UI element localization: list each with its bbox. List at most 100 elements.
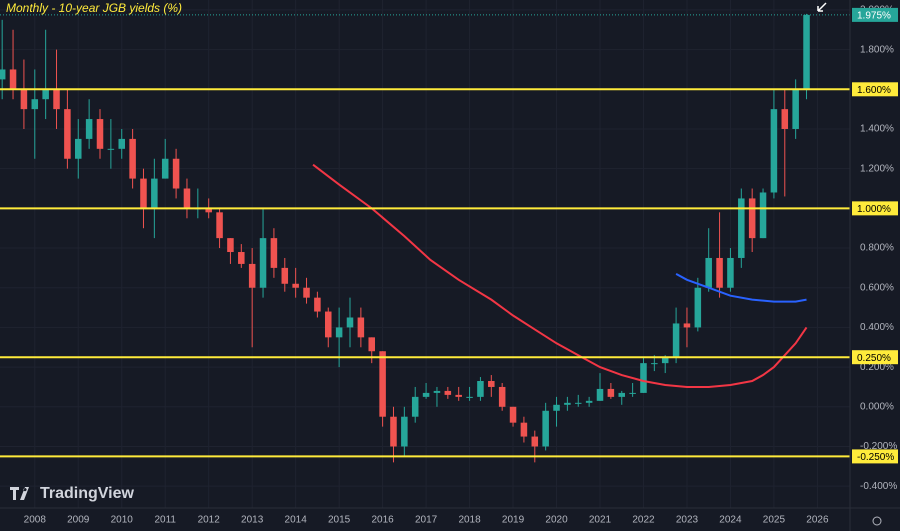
candle-body	[227, 238, 234, 253]
candle-body	[357, 317, 365, 338]
x-tick-label: 2013	[241, 515, 264, 526]
level-label: -0.250%	[857, 452, 894, 463]
candle-body	[629, 392, 636, 394]
x-tick-label: 2019	[502, 515, 525, 526]
candle-body	[672, 323, 680, 358]
level-label-box	[852, 82, 898, 97]
candle-body	[151, 178, 158, 209]
candle-body	[205, 208, 212, 213]
candle-body	[716, 257, 723, 288]
x-tick-label: 2012	[198, 515, 221, 526]
x-tick-label: 2009	[67, 515, 90, 526]
candle-body	[172, 158, 180, 189]
candle-body	[770, 109, 778, 193]
y-tick-label: 0.000%	[860, 401, 894, 412]
x-tick-label: 2014	[285, 515, 308, 526]
candle-body	[422, 392, 430, 397]
candle-body	[466, 396, 473, 398]
candle-body	[292, 283, 299, 288]
y-tick-label: 1.800%	[860, 44, 894, 55]
y-tick-label: 0.600%	[860, 282, 894, 293]
settings-icon[interactable]	[872, 516, 882, 526]
candle-body	[683, 323, 691, 328]
candle-body	[694, 287, 702, 328]
chart-title: Monthly - 10-year JGB yields (%)	[6, 1, 182, 15]
level-label: 1.600%	[857, 85, 891, 96]
candle-body	[477, 381, 484, 397]
candle-body	[96, 119, 104, 149]
x-tick-label: 2018	[458, 515, 481, 526]
candle-body	[433, 390, 441, 393]
candle-body	[303, 287, 310, 298]
candle-body	[705, 257, 712, 288]
candle-body	[161, 158, 169, 179]
candle-body	[42, 89, 49, 100]
candle-body	[803, 14, 810, 90]
y-tick-label: -0.200%	[860, 441, 897, 452]
x-tick-label: 2008	[24, 515, 47, 526]
x-tick-label: 2021	[589, 515, 612, 526]
candle-body	[183, 188, 191, 209]
candle-body	[509, 406, 517, 423]
x-tick-label: 2026	[806, 515, 829, 526]
candle-body	[314, 297, 321, 312]
y-tick-label: 0.800%	[860, 243, 894, 254]
candle-body	[542, 410, 549, 447]
candle-body	[53, 89, 60, 110]
candle-body	[216, 212, 223, 239]
candle-body	[85, 119, 93, 139]
candle-body	[346, 317, 354, 328]
level-label-box	[852, 350, 898, 365]
moving-average	[312, 163, 808, 388]
candle-body	[31, 99, 39, 110]
candle-body	[781, 109, 789, 129]
level-label-box	[852, 449, 898, 464]
candle-body	[9, 69, 17, 90]
candle-body	[20, 89, 28, 110]
candle-body	[379, 351, 386, 417]
candle-body	[238, 252, 245, 264]
candle-body	[75, 138, 82, 159]
candle-body	[401, 416, 408, 447]
watermark: TradingView	[40, 485, 135, 502]
candle-body	[564, 402, 571, 405]
candle-body	[651, 363, 658, 365]
plot	[0, 13, 850, 463]
candle-body	[498, 386, 506, 407]
candle-body	[325, 311, 332, 338]
x-tick-label: 2015	[328, 515, 351, 526]
candle-body	[444, 390, 452, 395]
candle-body	[335, 327, 343, 338]
candle-body	[748, 198, 756, 239]
x-tick-label: 2017	[415, 515, 438, 526]
candle-body	[618, 392, 625, 397]
x-tick-label: 2020	[545, 515, 568, 526]
candle-body	[759, 192, 767, 239]
candle-body	[640, 363, 647, 393]
x-tick-label: 2016	[371, 515, 394, 526]
y-tick-label: 1.200%	[860, 163, 894, 174]
level-label-box	[852, 201, 898, 216]
y-tick-label: -0.400%	[860, 481, 897, 492]
level-label: 1.000%	[857, 204, 891, 215]
last-price-label: 1.975%	[857, 11, 891, 22]
candle-body	[390, 416, 397, 447]
candle-body	[107, 148, 115, 150]
candle-body	[64, 109, 71, 159]
candle-body	[368, 337, 375, 352]
candle-body	[585, 400, 593, 403]
candle-body	[520, 422, 528, 437]
x-tick-label: 2011	[154, 515, 176, 526]
x-tick-label: 2023	[676, 515, 699, 526]
candle-body	[488, 381, 495, 387]
level-label: 0.250%	[857, 353, 891, 364]
candle-body	[553, 404, 560, 411]
candle-body	[738, 198, 745, 258]
y-tick-label: 1.400%	[860, 124, 894, 135]
candle-body	[727, 257, 734, 288]
candle-body	[661, 357, 669, 364]
last-price-box	[852, 7, 898, 22]
candle-body	[607, 388, 615, 397]
